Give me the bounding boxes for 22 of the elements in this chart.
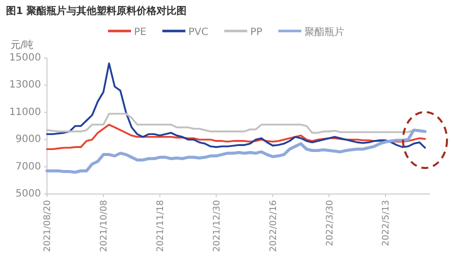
legend-label: PE [134,27,146,38]
legend-label: PVC [188,27,208,38]
line-series [46,124,426,150]
legend-label: PP [250,27,262,38]
x-tick-label: 2022/02/16 [268,200,279,252]
y-tick-label: 7000 [16,161,41,172]
line-series [46,62,426,149]
line-series [46,128,426,174]
legend-label: 聚酯瓶片 [304,26,344,38]
x-tick-label: 2021/10/08 [100,200,110,252]
x-tick-label: 2021/12/30 [212,200,222,252]
y-tick-label: 5000 [16,188,41,200]
y-tick-label: 13000 [9,80,41,91]
x-tick-label: 2021/08/20 [43,200,54,252]
y-tick-label: 15000 [9,52,41,64]
x-tick-label: 2022/3/30 [325,200,336,246]
chart-title: 图1 聚酯瓶片与其他塑料原料价格对比图 [6,5,186,17]
y-tick-label: 11000 [9,106,41,118]
x-tick-label: 2021/11/18 [156,200,166,252]
y-tick-label: 9000 [16,134,41,146]
y-axis-title: 元/吨 [10,39,34,51]
x-tick-label: 2022/5/13 [382,200,392,246]
